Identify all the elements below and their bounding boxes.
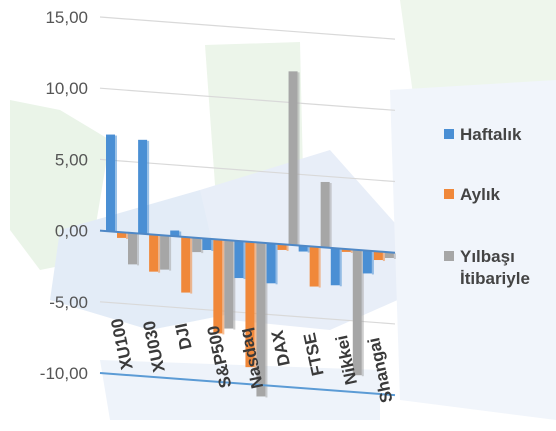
bar-haftal-k-nasdaq	[234, 241, 244, 279]
bar-y-lba-xu100	[128, 233, 137, 265]
gridline	[99, 87, 396, 111]
gridline	[99, 372, 396, 397]
legend-swatch	[444, 251, 454, 261]
y-tick-label: -10,00	[40, 364, 88, 383]
bar-side-y-lba-dji	[201, 238, 204, 254]
bar-haftal-k-s-p500	[202, 238, 212, 251]
x-tick-label-dji: DJI	[172, 321, 196, 351]
bar-y-lba-dji	[192, 237, 202, 253]
bar-side-y-lba-dax	[297, 72, 300, 247]
bar-ayl-k-xu100	[117, 232, 126, 238]
legend-label: İtibariyle	[460, 269, 530, 288]
bar-ayl-k-s-p500	[213, 239, 223, 334]
bar-side-haftal-k-nikkei	[339, 249, 342, 287]
bar-side-haftal-k-dji	[179, 231, 182, 238]
bar-ayl-k-nikkei	[341, 249, 351, 252]
bar-side-ayl-k-ftse	[318, 247, 321, 288]
x-tick-label-dax: DAX	[268, 328, 294, 368]
y-tick-label: -5,00	[49, 293, 88, 312]
bar-side-y-lba-s-p500	[233, 241, 236, 330]
bar-ayl-k-dax	[277, 244, 287, 250]
bar-haftal-k-xu100	[106, 134, 115, 232]
gridline	[99, 158, 396, 183]
bar-side-ayl-k-s-p500	[222, 240, 225, 335]
bar-y-lba-ftse	[320, 181, 330, 248]
bar-y-lba-shangai	[384, 252, 394, 259]
bar-side-ayl-k-dji	[190, 238, 193, 294]
bars	[106, 71, 396, 398]
bar-y-lba-nasdaq	[256, 242, 266, 397]
bar-haftal-k-nikkei	[330, 248, 340, 286]
bar-haftal-k-xu030	[138, 139, 148, 234]
legend: Haftalık Aylık Yılbaşı İtibariyle	[444, 125, 530, 288]
bar-side-ayl-k-shangai	[382, 252, 385, 262]
legend-label: Yılbaşı	[460, 247, 515, 266]
legend-item-ayl-k: Aylık	[444, 185, 501, 204]
bar-side-haftal-k-shangai	[371, 251, 374, 275]
bar-y-lba-dax	[288, 71, 298, 246]
legend-label: Aylık	[460, 185, 501, 204]
bar-haftal-k-dji	[170, 230, 180, 237]
zero-axis-line	[99, 229, 396, 254]
bar-y-lba-xu030	[160, 235, 170, 270]
bar-haftal-k-ftse	[298, 245, 308, 252]
gridlines	[99, 16, 396, 325]
bar-side-y-lba-ftse	[329, 182, 332, 249]
bar-ayl-k-ftse	[309, 246, 319, 287]
bar-side-ayl-k-xu100	[126, 233, 128, 239]
bar-ayl-k-xu030	[149, 234, 159, 272]
bar-side-haftal-k-dax	[275, 244, 278, 285]
legend-item-haftal-k: Haftalık	[444, 125, 522, 144]
bar-ayl-k-shangai	[373, 251, 383, 261]
bar-side-ayl-k-nasdaq	[254, 242, 257, 369]
legend-swatch	[444, 129, 454, 139]
bar-y-lba-s-p500	[224, 240, 234, 329]
bar-side-ayl-k-xu030	[158, 235, 161, 273]
bar-side-haftal-k-ftse	[307, 246, 310, 253]
bar-side-y-lba-nikkei	[361, 250, 364, 377]
legend-item-y-lba: Yılbaşı İtibariyle	[444, 247, 530, 288]
y-tick-label: 5,00	[55, 150, 88, 169]
y-tick-label: 10,00	[45, 79, 88, 98]
bar-haftal-k-shangai	[362, 250, 372, 274]
legend-label: Haftalık	[460, 125, 522, 144]
bar-side-haftal-k-s-p500	[211, 239, 214, 252]
bar-side-haftal-k-nasdaq	[243, 242, 246, 280]
bar-side-haftal-k-xu030	[147, 140, 150, 235]
bar-haftal-k-dax	[266, 243, 276, 284]
bar-side-ayl-k-nikkei	[350, 250, 353, 253]
y-tick-label: 15,00	[45, 8, 88, 27]
bar-side-y-lba-shangai	[393, 253, 396, 260]
legend-swatch	[444, 189, 454, 199]
bar-side-y-lba-nasdaq	[265, 243, 268, 398]
bar-y-lba-nikkei	[352, 249, 362, 376]
bar-ayl-k-dji	[181, 237, 191, 293]
bar-side-y-lba-xu100	[137, 234, 139, 266]
y-axis: 15,00 10,00 5,00 0,00 -5,00 -10,00	[40, 8, 88, 383]
bar-ayl-k-nasdaq	[245, 241, 255, 368]
axis-lines	[99, 229, 396, 397]
bar-side-ayl-k-dax	[286, 245, 289, 251]
bar-side-haftal-k-xu100	[115, 135, 117, 233]
y-tick-label: 0,00	[55, 222, 88, 241]
gridline	[99, 16, 396, 40]
bar-side-y-lba-xu030	[169, 236, 172, 271]
